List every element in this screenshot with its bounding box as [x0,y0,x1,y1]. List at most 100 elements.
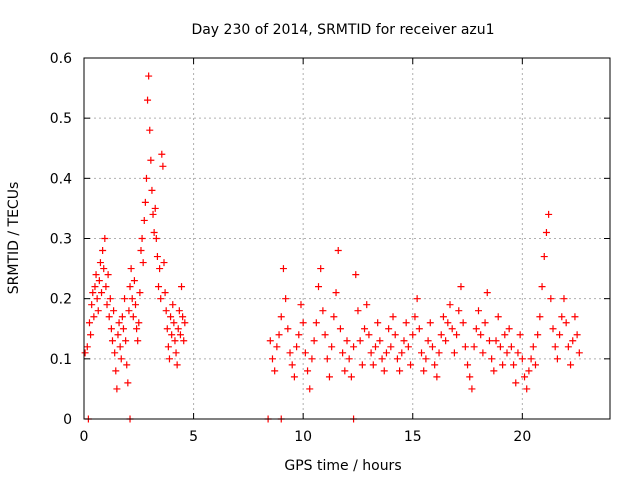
data-point [343,337,351,345]
data-point [104,271,112,279]
data-point [321,331,329,339]
data-point [488,355,496,363]
data-point [142,174,150,182]
data-point [122,337,130,345]
data-point [157,295,165,303]
data-point [501,331,509,339]
data-point [402,319,410,327]
data-point [336,325,344,333]
data-point [499,361,507,369]
data-point [567,361,575,369]
data-point [315,283,323,291]
data-point [345,355,353,363]
data-point [130,277,138,285]
data-point [171,337,179,345]
data-point [160,259,168,267]
data-point [308,355,316,363]
data-point [180,337,188,345]
data-point [569,337,577,345]
data-point [428,343,436,351]
data-point [145,72,153,80]
data-point [505,325,513,333]
data-point [400,337,408,345]
data-point [365,331,373,339]
data-point [385,325,393,333]
data-point [126,283,134,291]
data-point [111,349,119,357]
data-point [90,313,98,321]
data-point [347,373,355,381]
data-point [516,331,524,339]
data-point [389,313,397,321]
data-point [178,283,186,291]
data-point [446,301,454,309]
data-point [545,210,553,218]
data-point [114,331,122,339]
data-point [140,216,148,224]
data-point [156,265,164,273]
data-point [540,253,548,261]
data-point [492,337,500,345]
data-point [409,331,417,339]
data-point [113,385,121,393]
data-point [167,313,175,321]
y-tick-label: 0.2 [50,292,72,308]
data-point [301,349,309,357]
data-point [450,349,458,357]
data-point [115,319,123,327]
data-point [494,313,502,321]
data-point [407,361,415,369]
data-point [151,204,159,212]
data-point [319,307,327,315]
data-point [107,325,115,333]
data-point [358,361,366,369]
data-point [293,343,301,351]
data-point [352,271,360,279]
data-point [132,301,140,309]
data-point [275,331,283,339]
data-point [341,367,349,375]
data-point [83,343,91,351]
data-point [325,373,333,381]
data-point [551,343,559,351]
data-point [94,307,102,315]
data-point [310,337,318,345]
data-point [279,265,287,273]
data-point [323,355,331,363]
data-point [146,126,154,134]
data-point [363,301,371,309]
y-tick-label: 0.4 [50,171,72,187]
data-point [575,349,583,357]
data-point [453,331,461,339]
data-point [387,343,395,351]
data-point [442,337,450,345]
data-point [330,313,338,321]
data-point [485,337,493,345]
data-point [415,325,423,333]
data-point [282,295,290,303]
data-point [483,289,491,297]
x-axis-label: GPS time / hours [284,458,401,474]
data-point [378,355,386,363]
data-point [391,331,399,339]
data-point [127,265,135,273]
data-point [393,355,401,363]
data-point [457,283,465,291]
data-point [356,337,364,345]
data-point [437,331,445,339]
data-point [571,313,579,321]
data-point [477,331,485,339]
data-point [266,337,274,345]
data-point [173,361,181,369]
data-point [141,198,149,206]
data-point [153,253,161,261]
data-point [553,355,561,363]
data-point [380,367,388,375]
data-point [119,325,127,333]
data-point [81,349,89,357]
data-point [369,361,377,369]
data-point [459,319,467,327]
data-point [361,325,369,333]
data-point [175,307,183,315]
